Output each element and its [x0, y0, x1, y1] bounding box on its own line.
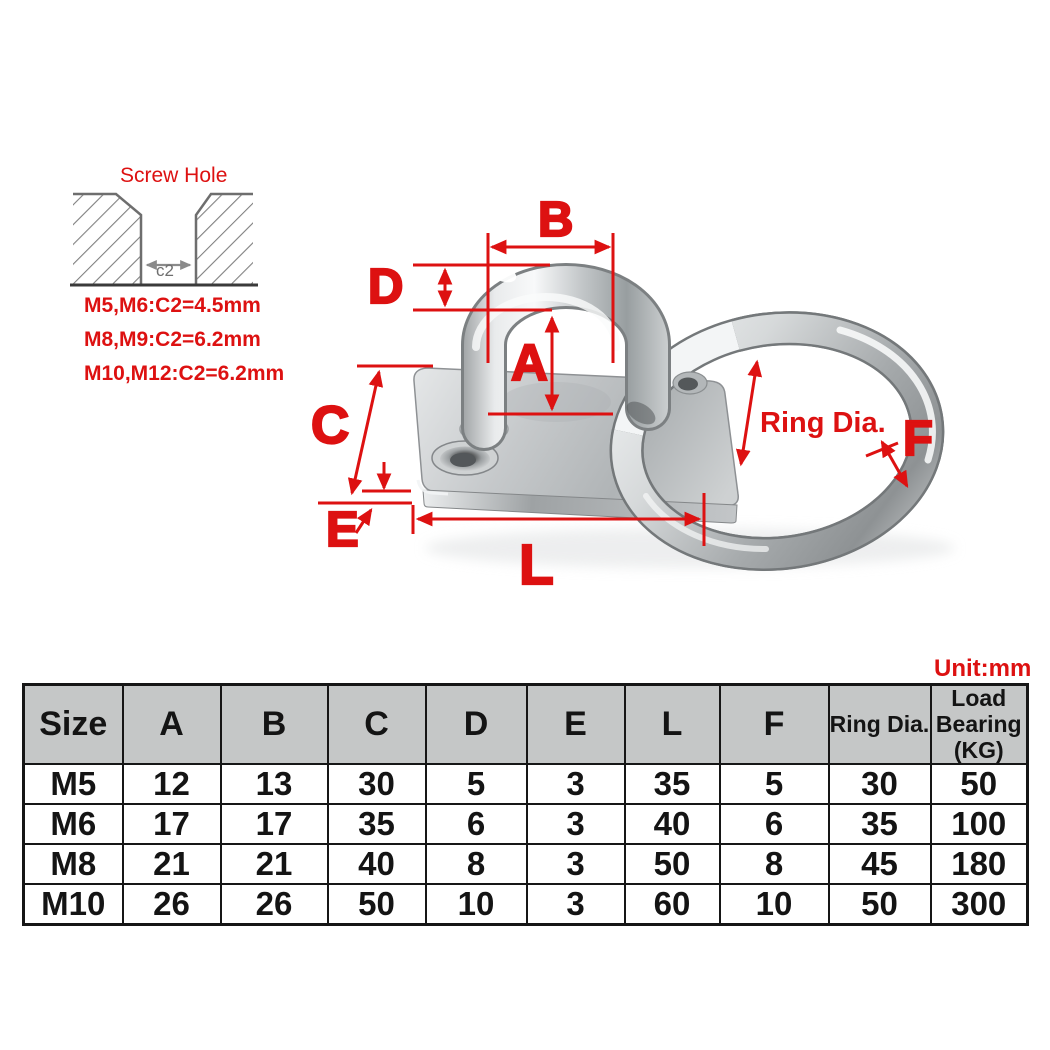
dim-c-arrow [347, 369, 384, 496]
dim-f-arrow [880, 439, 909, 489]
plate-corner-glint [416, 479, 449, 496]
unit-note: Unit:mm [934, 655, 1032, 682]
cell: 21 [121, 843, 222, 886]
col-header-a: A [121, 683, 222, 766]
cell: 26 [121, 883, 222, 926]
screw-hole-diagram [70, 192, 258, 287]
cell: 10 [424, 883, 528, 926]
cell: 21 [219, 843, 329, 886]
eye-glint [487, 263, 517, 283]
cell: 50 [827, 883, 932, 926]
cell: 40 [326, 843, 427, 886]
eye-highlight [472, 293, 620, 351]
cell: 3 [525, 803, 626, 846]
cell-size: M5 [22, 763, 124, 806]
cell: 100 [929, 803, 1029, 846]
cell: 5 [424, 763, 528, 806]
screw-hole-left-block [73, 194, 141, 285]
dim-label-l: L [518, 533, 555, 597]
ring-highlight-outer [836, 326, 936, 464]
screw-hole-note-2: M8,M9:C2=6.2mm [84, 328, 261, 351]
dim-label-c: C [310, 396, 350, 455]
cell: 6 [424, 803, 528, 846]
screw-hole-rear [672, 371, 708, 395]
cell: 3 [525, 883, 626, 926]
cell: 35 [827, 803, 932, 846]
dim-label-b: B [537, 193, 575, 247]
spec-table: Size A B C D E L F Ring Dia. Load Bearin… [22, 683, 1029, 927]
dim-label-f: F [902, 412, 934, 466]
cell: 10 [718, 883, 830, 926]
dim-label-e: E [325, 503, 360, 557]
c2-gap-label: c2 [156, 261, 174, 280]
table-row-m5: M5 12 13 30 5 3 35 5 30 50 [22, 763, 1029, 806]
col-header-l: L [623, 683, 721, 766]
screw-hole-note-1: M5,M6:C2=4.5mm [84, 294, 261, 317]
col-header-size: Size [22, 683, 124, 766]
cell: 26 [219, 883, 329, 926]
cell: 30 [326, 763, 427, 806]
cell: 60 [623, 883, 721, 926]
col-header-c: C [326, 683, 427, 766]
cell: 17 [219, 803, 329, 846]
cell: 17 [121, 803, 222, 846]
table-row-m8: M8 21 21 40 8 3 50 8 45 180 [22, 843, 1029, 886]
cell: 50 [326, 883, 427, 926]
col-header-d: D [424, 683, 528, 766]
cell: 35 [326, 803, 427, 846]
dim-e-arrow-up [354, 508, 373, 534]
col-header-b: B [219, 683, 329, 766]
col-header-ring-dia: Ring Dia. [827, 683, 932, 766]
cell-size: M10 [22, 883, 124, 926]
cell: 13 [219, 763, 329, 806]
cell: 8 [718, 843, 830, 886]
cell: 8 [424, 843, 528, 886]
dim-ringdia-arrow [735, 359, 763, 467]
ring-highlight-inner [643, 493, 769, 553]
col-header-f: F [718, 683, 830, 766]
cell-size: M6 [22, 803, 124, 846]
cell: 6 [718, 803, 830, 846]
cell: 50 [623, 843, 721, 886]
table-row-m10: M10 26 26 50 10 3 60 10 50 300 [22, 883, 1029, 926]
cell: 12 [121, 763, 222, 806]
cell: 40 [623, 803, 721, 846]
cell: 180 [929, 843, 1029, 886]
dim-label-d: D [367, 260, 405, 314]
header-row: Size A B C D E L F Ring Dia. Load Bearin… [22, 683, 1029, 766]
eye-staple [459, 263, 671, 451]
cell: 3 [525, 763, 626, 806]
screw-hole-right-block [196, 194, 253, 285]
col-header-load-bearing: Load Bearing (KG) [929, 683, 1029, 766]
cell: 30 [827, 763, 932, 806]
cell: 35 [623, 763, 721, 806]
cell: 300 [929, 883, 1029, 926]
dim-label-ring-dia: Ring Dia. [760, 407, 886, 439]
dimension-lines [318, 233, 909, 546]
table-row-m6: M6 17 17 35 6 3 40 6 35 100 [22, 803, 1029, 846]
screw-hole-title: Screw Hole [120, 164, 228, 187]
cell: 50 [929, 763, 1029, 806]
cell: 45 [827, 843, 932, 886]
cell: 5 [718, 763, 830, 806]
ring-eye-gap-shadow [626, 401, 656, 425]
cell: 3 [525, 843, 626, 886]
dim-label-a: A [510, 334, 549, 391]
cell-size: M8 [22, 843, 124, 886]
screw-hole-note-3: M10,M12:C2=6.2mm [84, 362, 285, 385]
col-header-e: E [525, 683, 626, 766]
